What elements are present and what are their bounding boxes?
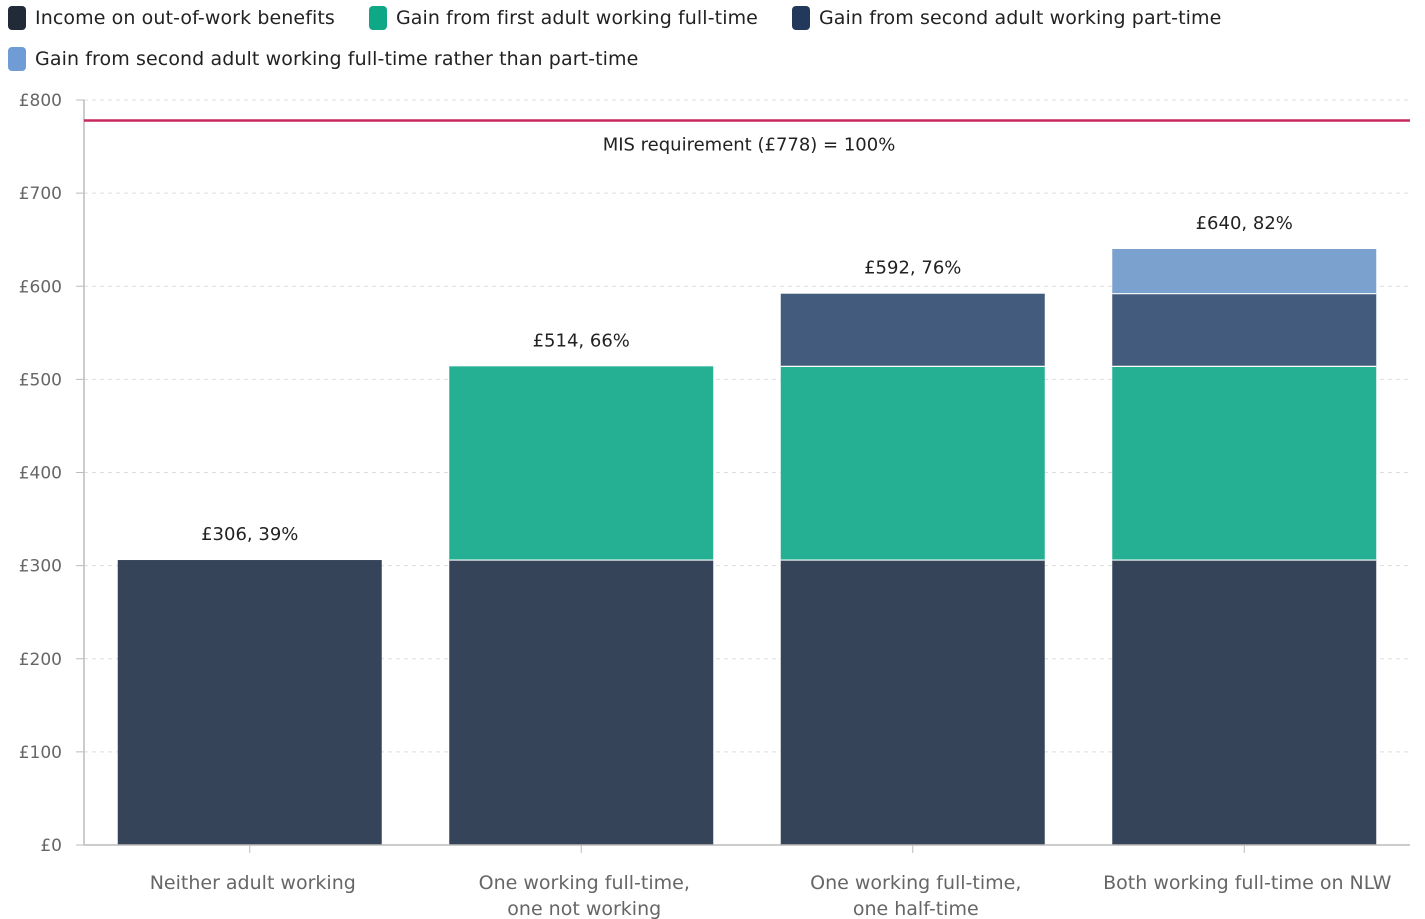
bar-segment (780, 293, 1045, 367)
bar-segment (780, 560, 1045, 845)
data-label: £514, 66% (533, 330, 630, 351)
x-category-label: Both working full-time on NLW (1103, 872, 1391, 894)
legend-label-benefits: Income on out-of-work benefits (35, 7, 335, 29)
legend: Income on out-of-work benefits Gain from… (8, 4, 1418, 86)
x-axis: Neither adult working One working full-ti… (84, 844, 1410, 919)
y-tick-label: £300 (19, 557, 62, 577)
x-category-label: Neither adult working (150, 872, 356, 894)
bar-segment (1112, 249, 1377, 294)
reference-line-group: MIS requirement (£778) = 100% (84, 119, 1410, 155)
x-category-label: One working full-time, (810, 872, 1021, 894)
data-label: £592, 76% (864, 258, 961, 279)
mis-reference-label: MIS requirement (£778) = 100% (603, 134, 896, 155)
legend-label-second-adult-part-time: Gain from second adult working part-time (818, 7, 1222, 29)
legend-item-second-adult-part-time: Gain from second adult working part-time (791, 6, 1222, 30)
legend-swatch-benefits (8, 6, 26, 30)
bar-segment (1112, 293, 1377, 367)
data-label: £640, 82% (1196, 213, 1293, 234)
x-category-label: one half-time (853, 898, 979, 919)
bar-segment (117, 560, 382, 845)
x-category-label: one not working (507, 898, 661, 919)
bar-segment (449, 366, 714, 561)
data-label: £306, 39% (201, 524, 298, 545)
y-tick-label: £200 (19, 650, 62, 670)
y-tick-label: £500 (19, 370, 62, 390)
legend-swatch-second-adult-full-time (8, 47, 26, 71)
legend-label-first-adult-full-time: Gain from first adult working full-time (395, 7, 758, 29)
y-tick-label: £600 (19, 277, 62, 297)
bar-segment (1112, 366, 1377, 561)
y-tick-label: £100 (19, 743, 62, 763)
x-category-label: One working full-time, (479, 872, 690, 894)
legend-row-1: Income on out-of-work benefits Gain from… (8, 4, 1418, 32)
y-axis: £0 £100 £200 £300 £400 £500 £600 £700 £800 (19, 91, 85, 856)
bar-segment (1112, 560, 1377, 845)
legend-swatch-second-adult-part-time (791, 6, 810, 30)
legend-swatch-first-adult-full-time (368, 6, 387, 30)
legend-item-benefits: Income on out-of-work benefits (8, 6, 335, 30)
legend-item-first-adult-full-time: Gain from first adult working full-time (368, 6, 758, 30)
bar-segment (780, 366, 1045, 561)
bar-segment (449, 560, 714, 845)
bars (117, 249, 1377, 845)
legend-row-2: Gain from second adult working full-time… (8, 45, 1418, 73)
legend-label-second-adult-full-time: Gain from second adult working full-time… (35, 48, 639, 70)
y-tick-label: £0 (40, 836, 62, 856)
y-tick-label: £700 (19, 184, 62, 204)
y-tick-label: £800 (19, 91, 62, 111)
data-labels: £306, 39% £514, 66% £592, 76% £640, 82% (201, 213, 1293, 545)
legend-item-second-adult-full-time: Gain from second adult working full-time… (8, 47, 638, 71)
y-tick-label: £400 (19, 464, 62, 484)
